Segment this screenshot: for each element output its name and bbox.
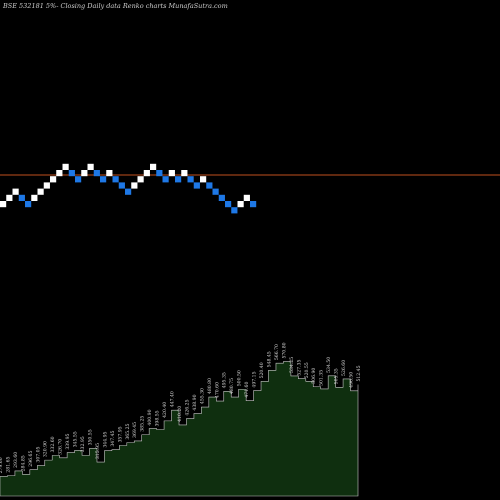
price-label: 470.60: [214, 382, 220, 398]
price-label: 480.80: [207, 378, 213, 394]
renko-brick-up: [50, 176, 57, 183]
price-label: 320.90: [43, 441, 49, 457]
price-label: 365.25: [125, 423, 131, 439]
price-label: 520.55: [304, 362, 310, 378]
price-label: 548.45: [267, 351, 273, 367]
price-label: 326.70: [58, 439, 64, 455]
price-label: 400.90: [147, 409, 153, 425]
price-label: 495.35: [222, 372, 228, 388]
renko-brick-up: [150, 163, 157, 170]
price-label: 315.95: [95, 443, 101, 459]
renko-brick-up: [137, 176, 144, 183]
price-label: 347.45: [110, 430, 116, 446]
price-label: 471.60: [244, 382, 250, 398]
renko-brick-up: [81, 170, 88, 177]
renko-brick-down: [156, 170, 163, 177]
price-label: 332.95: [80, 436, 86, 452]
renko-brick-up: [31, 194, 38, 201]
price-label: 566.70: [274, 344, 280, 360]
renko-brick-down: [175, 176, 182, 183]
renko-brick-up: [43, 182, 50, 189]
price-label: 496.50: [349, 372, 355, 388]
price-label: 480.75: [229, 378, 235, 394]
renko-brick-down: [193, 182, 200, 189]
renko-brick-up: [243, 194, 250, 201]
renko-brick-up: [181, 170, 188, 177]
price-label: 500.50: [237, 370, 243, 386]
price-label: 284.85: [20, 455, 26, 471]
price-label: 296.65: [28, 451, 34, 467]
renko-brick-up: [6, 194, 13, 201]
price-label: 520.40: [259, 362, 265, 378]
renko-brick-down: [93, 170, 100, 177]
renko-brick-down: [231, 207, 238, 214]
renko-bricks: [0, 163, 257, 214]
price-label: 527.35: [296, 360, 302, 376]
renko-brick-up: [143, 170, 150, 177]
renko-brick-down: [250, 201, 257, 208]
price-label: 505.35: [334, 368, 340, 384]
price-label: 497.15: [252, 371, 258, 387]
price-label: 455.30: [199, 388, 205, 404]
price-label: 526.60: [341, 360, 347, 376]
renko-brick-down: [162, 176, 169, 183]
price-label: 385.25: [140, 416, 146, 432]
renko-brick-up: [168, 170, 175, 177]
renko-brick-down: [212, 188, 219, 195]
price-label: 339.95: [65, 433, 71, 449]
price-label: 534.25: [289, 357, 295, 373]
renko-brick-up: [0, 201, 7, 208]
price-label: 350.55: [88, 429, 94, 445]
renko-brick-up: [87, 163, 94, 170]
price-label: 426.25: [184, 399, 190, 415]
price-label: 369.45: [132, 422, 138, 438]
price-label: 447.40: [170, 391, 176, 407]
renko-brick-up: [56, 170, 63, 177]
renko-brick-down: [118, 182, 125, 189]
price-label: 410.20: [177, 406, 183, 422]
renko-brick-up: [200, 176, 207, 183]
renko-brick-down: [25, 201, 32, 208]
price-labels: 279.60 281.65 293.60 284.85 296.65 307.05 320.…: [0, 342, 362, 473]
price-label: 357.95: [117, 426, 123, 442]
price-label: 345.55: [73, 431, 79, 447]
renko-brick-down: [75, 176, 82, 183]
price-label: 281.65: [5, 456, 11, 472]
renko-brick-down: [206, 182, 213, 189]
renko-brick-up: [37, 188, 44, 195]
price-label: 506.90: [311, 368, 317, 384]
renko-brick-down: [187, 176, 194, 183]
renko-brick-up: [106, 170, 113, 177]
renko-brick-down: [225, 201, 232, 208]
price-label: 501.35: [319, 370, 325, 386]
renko-brick-down: [18, 194, 25, 201]
price-label: 307.05: [35, 446, 41, 462]
price-area: [0, 361, 359, 497]
price-label: 332.60: [50, 436, 56, 452]
price-label: 293.60: [13, 452, 19, 468]
renko-brick-down: [218, 194, 225, 201]
renko-brick-up: [62, 163, 69, 170]
price-label: 398.55: [155, 410, 161, 426]
renko-brick-up: [237, 201, 244, 208]
renko-brick-up: [12, 188, 19, 195]
price-label: 570.80: [281, 342, 287, 358]
renko-brick-down: [100, 176, 107, 183]
renko-brick-down: [112, 176, 119, 183]
price-label: 534.50: [326, 357, 332, 373]
renko-brick-down: [68, 170, 75, 177]
renko-brick-up: [131, 182, 138, 189]
price-label: 344.95: [102, 431, 108, 447]
price-label: 279.60: [0, 457, 4, 473]
price-label: 438.90: [192, 394, 198, 410]
renko-brick-down: [125, 188, 132, 195]
chart-title: BSE 532181 5%- Closing Daily data Renko …: [2, 2, 228, 10]
price-label: 420.40: [162, 402, 168, 418]
price-label: 512.45: [356, 365, 362, 381]
